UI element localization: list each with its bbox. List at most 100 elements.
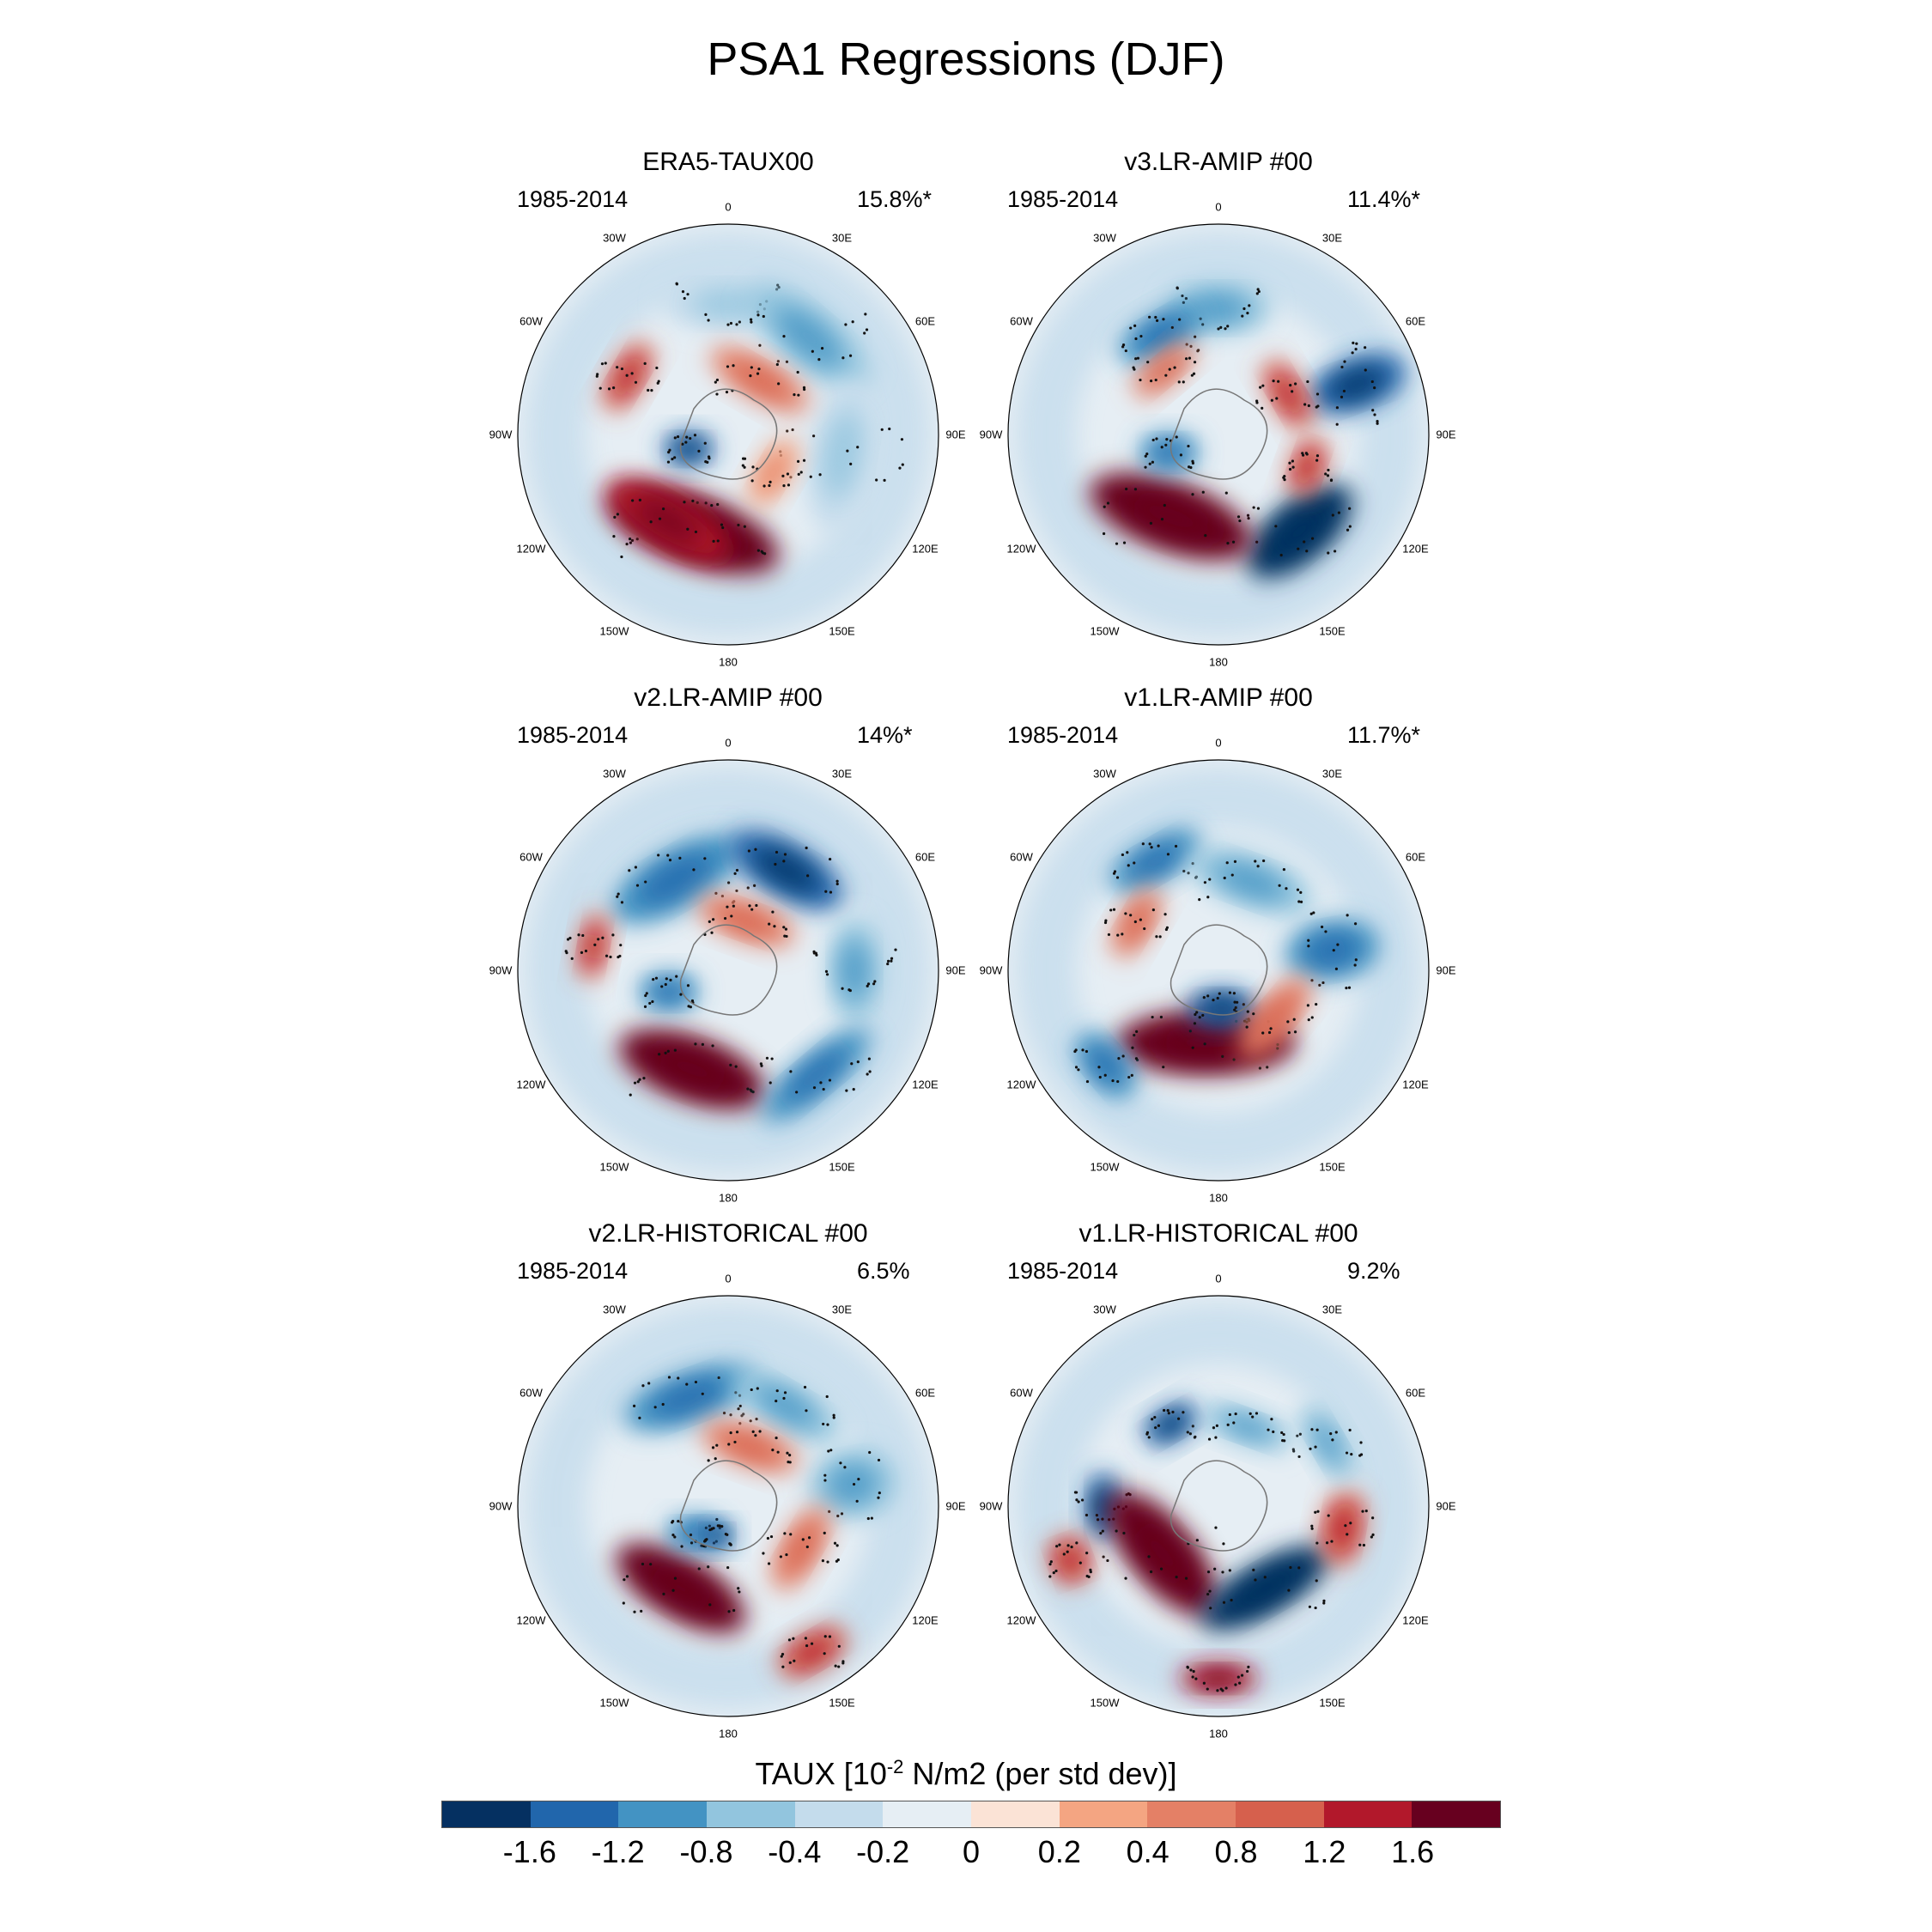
significance-dot [756,1387,759,1390]
significance-dot [1256,865,1260,868]
significance-dot [700,1544,703,1547]
significance-dot [666,854,670,857]
significance-dot [1077,1068,1080,1072]
significance-dot [666,460,671,464]
anomaly-core [722,1432,778,1461]
significance-dot [866,1072,869,1076]
significance-dot [873,980,877,983]
significance-dot [666,1049,670,1053]
anomaly-core [840,941,869,999]
significance-dot [795,1091,799,1094]
significance-dot [848,354,853,357]
significance-dot [1350,1452,1353,1456]
significance-dot [757,368,761,371]
significance-dot [1310,1527,1314,1530]
significance-dot [1358,1454,1362,1457]
significance-dot [793,1659,796,1662]
significance-dot [568,936,572,940]
significance-dot [866,1516,870,1521]
significance-dot [1157,844,1160,848]
significance-dot [785,360,789,363]
significance-dot [595,374,598,378]
significance-dot [1194,1677,1198,1680]
antarctica-coastline [1170,1460,1268,1552]
significance-dot [1364,346,1367,349]
significance-dot [677,1519,680,1523]
significance-dot [827,1449,830,1453]
anomaly-core [644,1563,718,1613]
significance-dot [1074,1066,1078,1069]
significance-dot [641,1384,645,1388]
significance-dot [1297,1566,1301,1570]
significance-dot [733,872,737,875]
significance-dot [1116,933,1120,937]
significance-dot [1354,922,1358,926]
significance-dot [641,1562,645,1566]
significance-dot [867,1057,871,1060]
significance-dot [598,386,602,390]
anomaly-core [1313,1421,1343,1465]
significance-dot [1315,392,1320,396]
panel-variance: 11.7%* [1347,722,1421,748]
longitude-label: 60W [519,850,543,863]
significance-dot [1145,453,1149,456]
significance-dot [1258,1066,1261,1070]
anomaly-core [828,1464,877,1504]
longitude-label: 30E [831,767,853,780]
significance-dot [1345,1451,1349,1455]
significance-dot [1160,518,1164,521]
significance-dot [660,985,664,988]
significance-dot [631,499,635,502]
significance-dot [866,984,869,987]
significance-dot [1267,1428,1270,1431]
significance-dot [844,323,848,326]
colorbar-swatch [618,1801,708,1827]
antarctica-coastline [679,924,778,1016]
significance-dot [1124,1577,1127,1580]
significance-dot [1206,1571,1211,1574]
significance-dot [1198,898,1201,902]
significance-dot [1181,294,1184,298]
significance-dot [643,1005,647,1008]
significance-dot [721,526,725,530]
anomaly-core [1330,1506,1356,1550]
colorbar-tick-label: 0.4 [1126,1834,1170,1869]
significance-dot [715,1517,719,1522]
significance-dot [1173,366,1176,369]
significance-dot [1134,357,1138,361]
significance-dot [1133,861,1136,865]
significance-dot [1233,1008,1236,1012]
significance-dot [1370,380,1374,384]
significance-dot [625,374,629,377]
significance-dot [1272,380,1275,383]
significance-dot [1163,913,1167,916]
significance-dot [1346,914,1349,917]
significance-dot [758,343,762,347]
significance-dot [1303,403,1307,406]
significance-dot [726,905,729,908]
panel-title: v2.LR-HISTORICAL #00 [588,1219,868,1248]
significance-dot [644,880,647,884]
significance-dot [1354,958,1358,962]
significance-dot [601,936,605,939]
anomaly-core [1137,317,1185,351]
significance-dot [783,853,787,856]
significance-dot [1066,1544,1070,1547]
significance-dot [673,1048,677,1052]
significance-dot [1281,1439,1285,1443]
significance-dot [1136,356,1140,360]
significance-dot [703,857,707,860]
longitude-label: 120E [912,542,939,555]
significance-dot [694,530,698,534]
significance-dot [691,499,695,502]
significance-dot [617,955,620,959]
significance-dot [1149,379,1153,383]
significance-dot [1145,1432,1149,1436]
significance-dot [1084,1513,1089,1517]
significance-dot [1224,491,1228,495]
significance-dot [671,1589,675,1592]
significance-dot [1373,413,1376,416]
significance-dot [711,1044,714,1048]
significance-dot [715,1443,719,1447]
significance-dot [1287,1589,1291,1592]
